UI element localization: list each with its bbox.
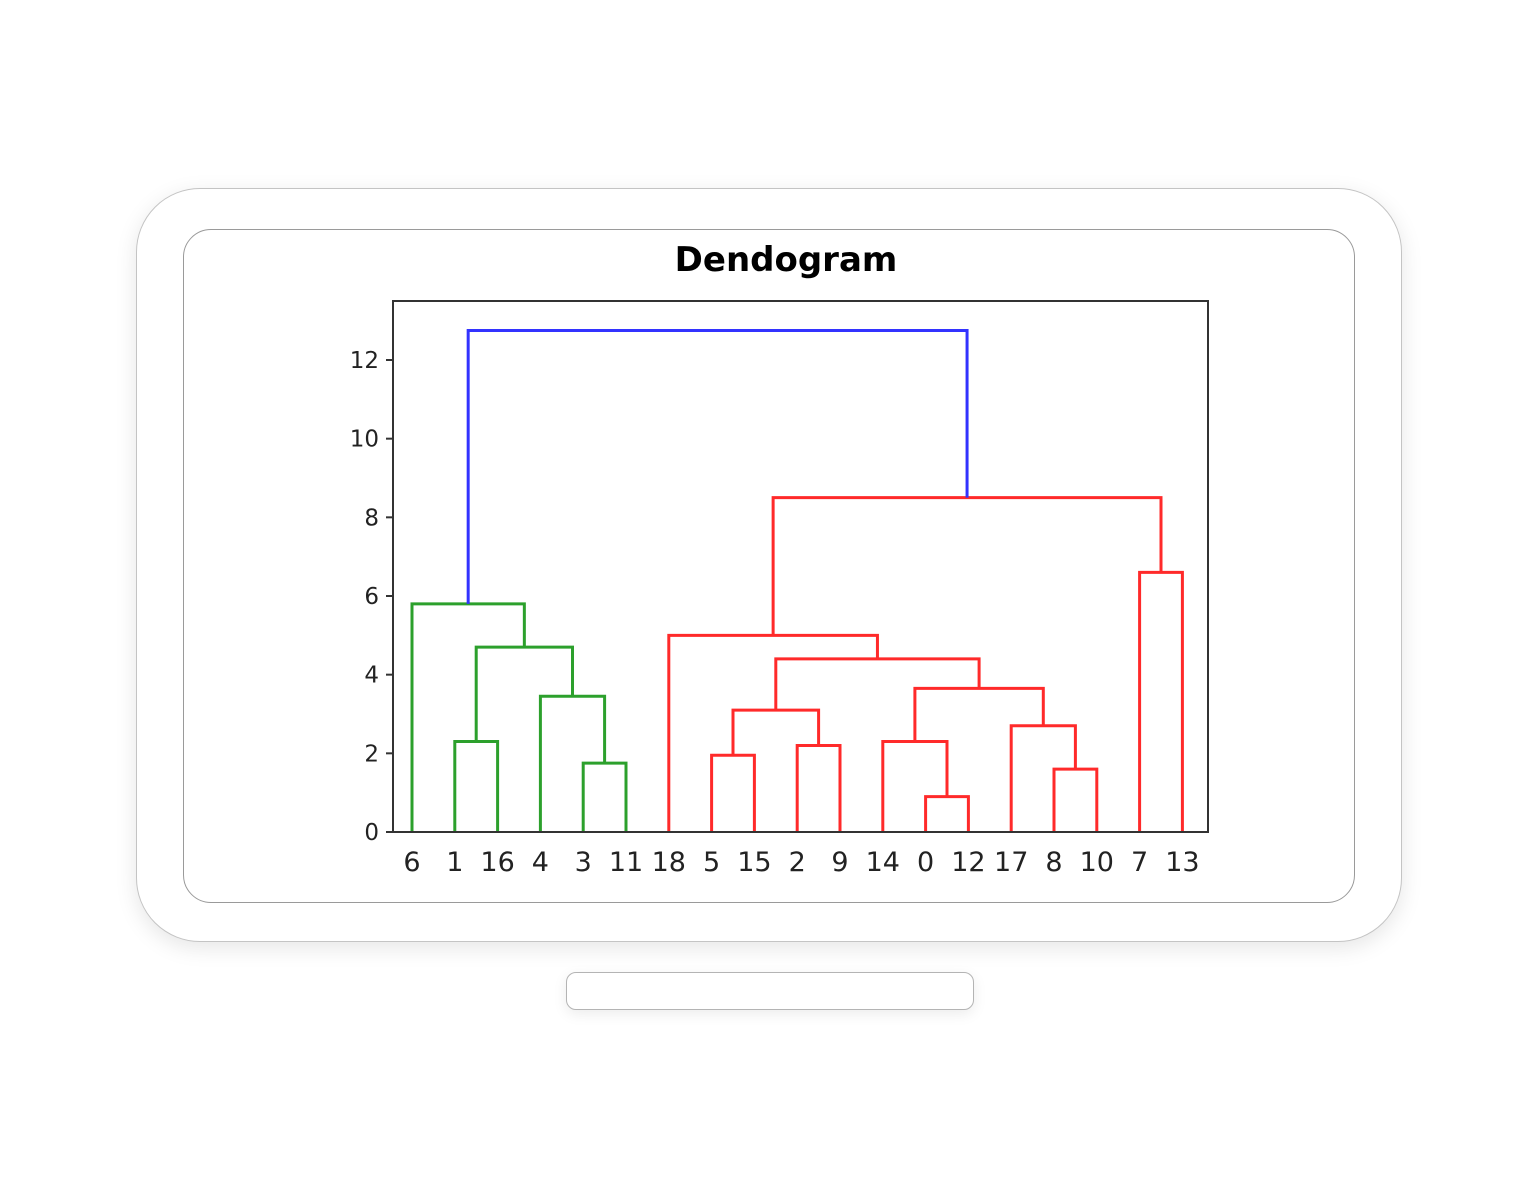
leaf-label: 4 bbox=[532, 847, 549, 878]
y-tick-label: 2 bbox=[364, 741, 379, 767]
leaf-label: 12 bbox=[951, 847, 985, 878]
link-m_root bbox=[466, 329, 969, 604]
dendrogram-links bbox=[410, 329, 1184, 832]
leaf-label: 17 bbox=[994, 847, 1028, 878]
y-tick-label: 0 bbox=[364, 820, 379, 846]
leaf-label: 8 bbox=[1045, 847, 1062, 878]
y-tick-label: 12 bbox=[350, 348, 379, 374]
link-m_14_17 bbox=[913, 686, 1045, 742]
y-tick-label: 8 bbox=[364, 505, 379, 531]
leaf-label: 3 bbox=[575, 847, 592, 878]
leaf-label: 2 bbox=[789, 847, 806, 878]
leaf-label: 16 bbox=[480, 847, 514, 878]
link-m_5_15 bbox=[710, 753, 756, 832]
y-tick-label: 4 bbox=[364, 663, 379, 689]
y-tick-label: 6 bbox=[364, 584, 379, 610]
leaf-label: 0 bbox=[917, 847, 934, 878]
x-axis: 6 1 16 4 3 11 18 5 15 2 9 14 0 12 17 8 10 7 13 bbox=[403, 847, 1199, 878]
y-tick-label: 10 bbox=[350, 427, 379, 453]
chart-title: Dendogram bbox=[675, 240, 898, 280]
leaf-label: 13 bbox=[1165, 847, 1199, 878]
link-m_17 bbox=[1009, 724, 1077, 832]
leaf-label: 1 bbox=[446, 847, 463, 878]
link-m_5_14 bbox=[774, 657, 981, 711]
y-axis: 0 2 4 6 8 10 12 bbox=[350, 348, 393, 846]
link-m_0_12 bbox=[924, 795, 970, 832]
link-m_1_4 bbox=[474, 645, 574, 742]
leaf-label: 6 bbox=[403, 847, 420, 878]
link-m_7_13 bbox=[1138, 570, 1184, 832]
leaf-label: 5 bbox=[703, 847, 720, 878]
leaf-label: 9 bbox=[831, 847, 848, 878]
link-m_18 bbox=[667, 633, 879, 832]
leaf-label: 18 bbox=[652, 847, 686, 878]
link-m_1_16 bbox=[453, 740, 500, 832]
plot-frame bbox=[392, 300, 1209, 833]
link-m_5_2 bbox=[731, 708, 821, 756]
monitor-stand bbox=[566, 972, 974, 1010]
link-m_6 bbox=[410, 602, 526, 832]
link-m_8_10 bbox=[1052, 767, 1099, 832]
leaf-label: 7 bbox=[1131, 847, 1148, 878]
leaf-label: 15 bbox=[737, 847, 771, 878]
link-m_red bbox=[771, 496, 1163, 636]
leaf-label: 14 bbox=[866, 847, 900, 878]
link-m_3_11 bbox=[581, 761, 628, 832]
link-m_14 bbox=[881, 740, 949, 832]
link-m_2_9 bbox=[795, 743, 842, 832]
leaf-label: 11 bbox=[609, 847, 643, 878]
leaf-label: 10 bbox=[1080, 847, 1114, 878]
